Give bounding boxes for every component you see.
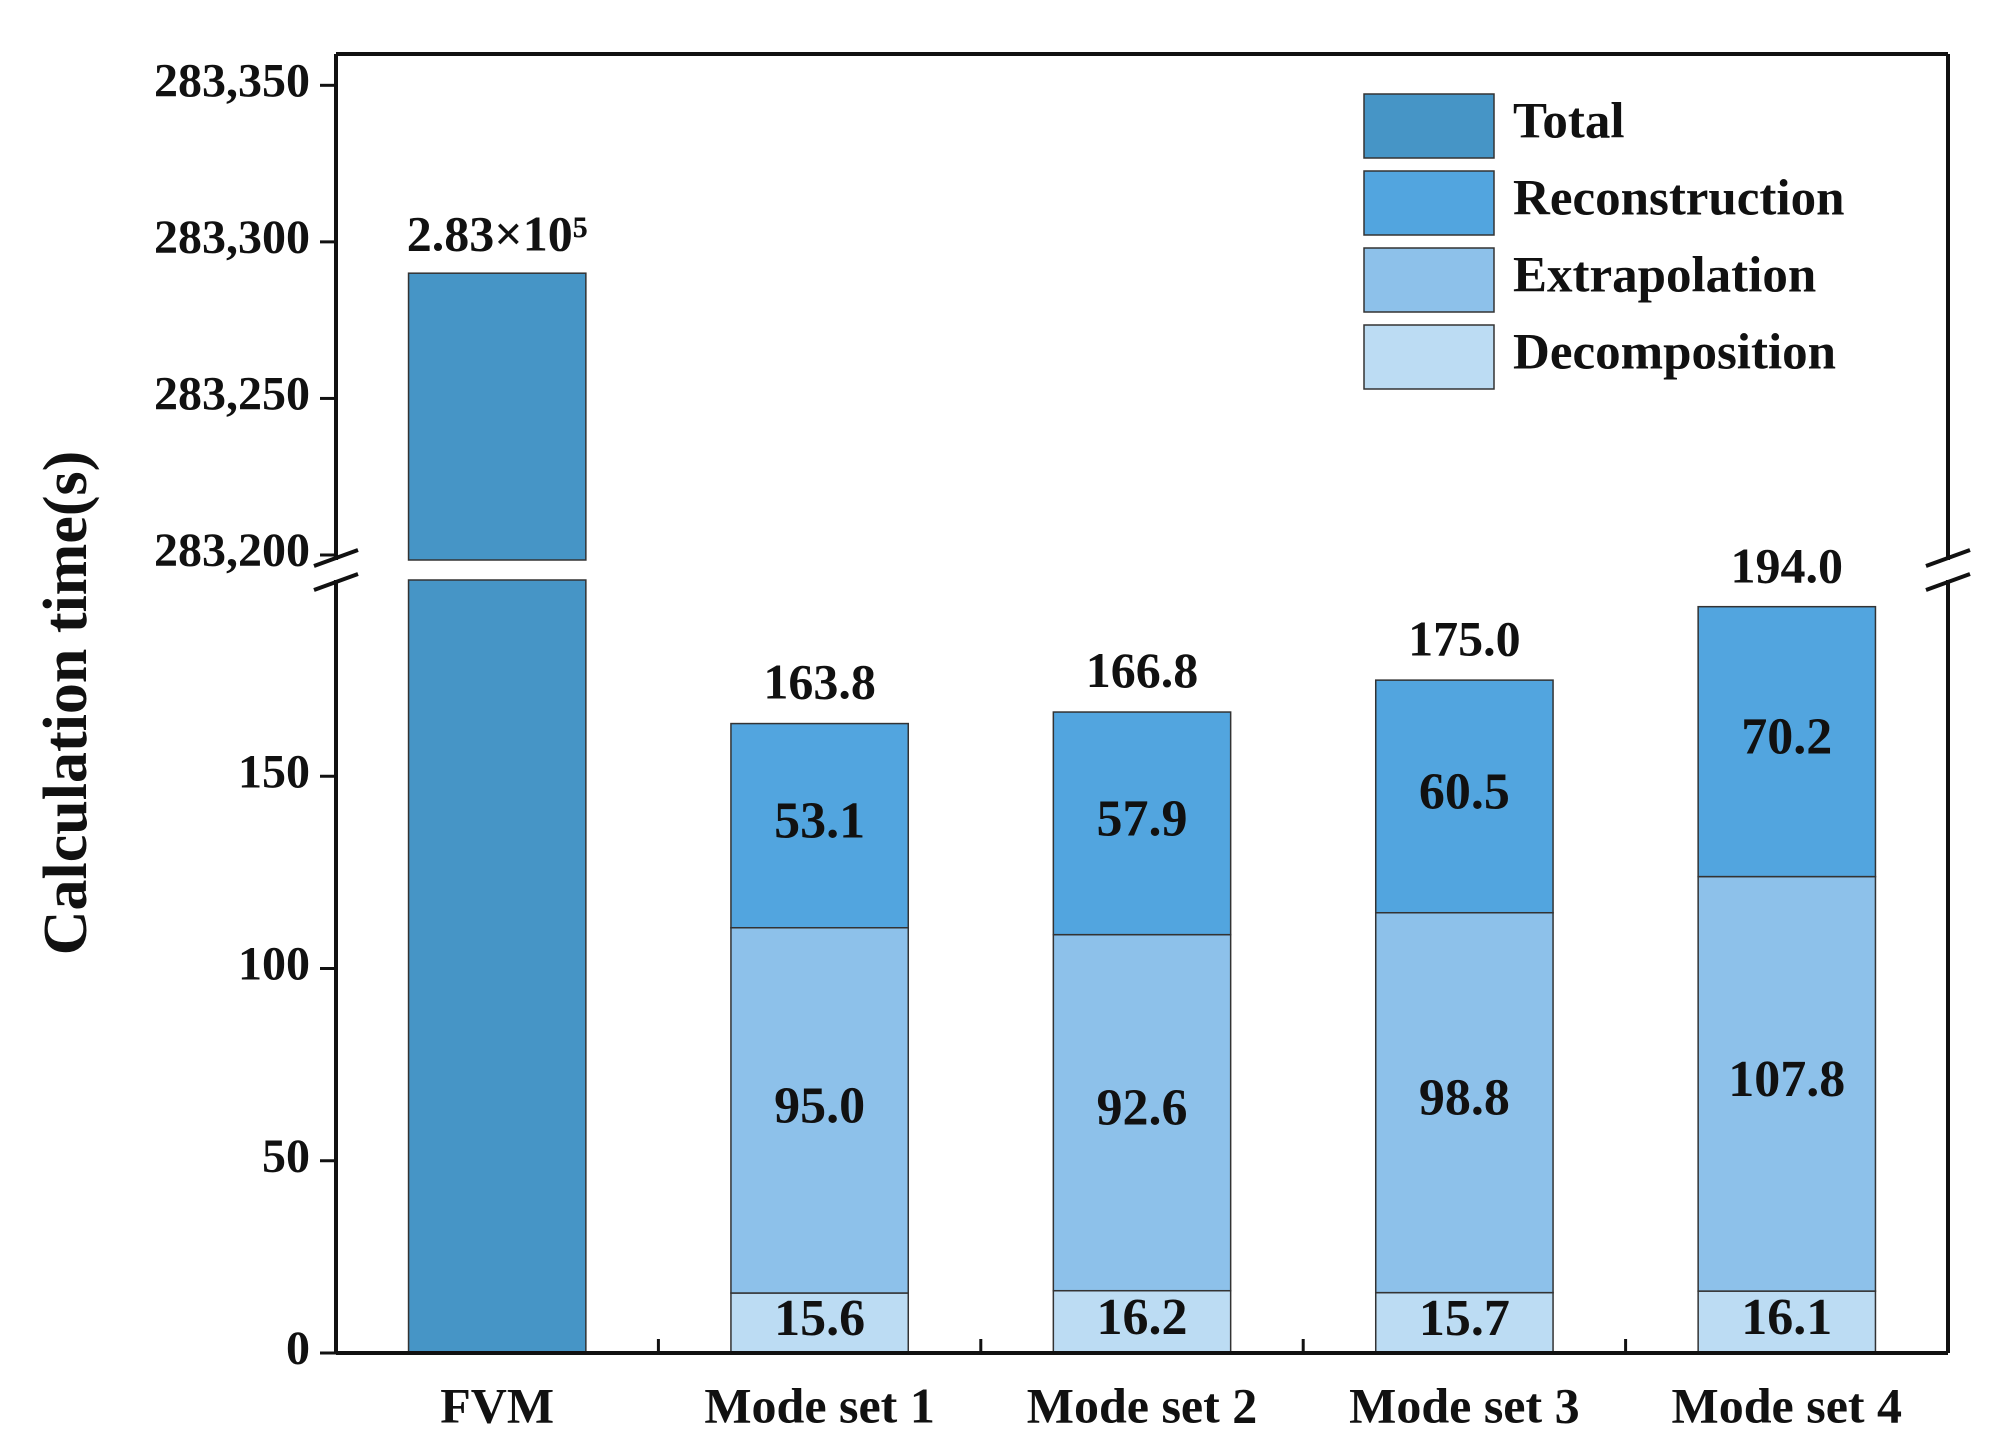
x-tick-label: Mode set 3 (1349, 1377, 1580, 1433)
bar (407, 579, 587, 1354)
bar-segment (1697, 605, 1877, 878)
y-tick-label: 283,200 (154, 524, 310, 577)
y-tick-label: 50 (262, 1130, 310, 1183)
bar-segment (1052, 933, 1232, 1292)
bar-total-label: 175.0 (1408, 611, 1521, 667)
legend-swatch (1363, 170, 1495, 236)
axis-line (313, 548, 359, 568)
y-tick-label: 283,300 (154, 211, 310, 264)
bar-segment (730, 722, 910, 929)
y-tick-label: 283,250 (154, 367, 310, 420)
bar (407, 272, 587, 561)
legend-label: Reconstruction (1513, 171, 1844, 227)
bar-value-label: 92.6 (1097, 1080, 1188, 1137)
bar-value-label: 15.7 (1419, 1290, 1510, 1347)
bar-value-label: 57.9 (1097, 790, 1188, 847)
bar-value-label: 95.0 (774, 1077, 865, 1134)
bar-total-label: 166.8 (1086, 642, 1199, 698)
x-tick-label: Mode set 2 (1027, 1377, 1258, 1433)
bar-segment (1374, 911, 1554, 1294)
break-gap (334, 561, 625, 579)
y-tick-label: 150 (238, 745, 310, 798)
x-tick-label: Mode set 4 (1672, 1377, 1903, 1433)
y-tick-label: 0 (286, 1322, 310, 1375)
y-tick-label: 100 (238, 938, 310, 991)
axis-line (1925, 548, 1971, 568)
x-tick-label: FVM (440, 1377, 554, 1433)
bar-segment (1052, 711, 1232, 936)
bar-value-label: 107.8 (1728, 1051, 1845, 1108)
bar-value-label: 16.2 (1097, 1289, 1188, 1346)
legend-label: Total (1513, 94, 1625, 150)
bar-segment (1697, 875, 1877, 1292)
y-tick-label: 283,350 (154, 54, 310, 107)
bar-segment (1374, 679, 1554, 914)
legend-swatch (1363, 247, 1495, 313)
legend-swatch (1363, 93, 1495, 159)
bar-segment (1052, 1289, 1232, 1354)
bar-value-label: 15.6 (774, 1290, 865, 1347)
bar-value-label: 16.1 (1741, 1289, 1832, 1346)
legend-label: Decomposition (1513, 325, 1836, 381)
bar-total-label: 163.8 (763, 654, 876, 710)
x-tick-label: Mode set 1 (704, 1377, 935, 1433)
bar-segment (730, 926, 910, 1294)
axis-line (1925, 572, 1971, 592)
bar-value-label: 60.5 (1419, 763, 1510, 820)
y-axis-title: Calculation time(s) (32, 451, 100, 956)
bar-total-label: 2.83×10⁵ (407, 206, 588, 262)
bar-value-label: 53.1 (774, 793, 865, 850)
bar-segment (730, 1292, 910, 1354)
bar-value-label: 98.8 (1419, 1070, 1510, 1127)
axis-line (313, 572, 359, 592)
bar-value-label: 70.2 (1741, 709, 1832, 766)
bar-total-label: 194.0 (1731, 538, 1844, 594)
legend-swatch (1363, 324, 1495, 390)
legend-label: Extrapolation (1513, 248, 1816, 304)
bar-segment (1697, 1290, 1877, 1354)
